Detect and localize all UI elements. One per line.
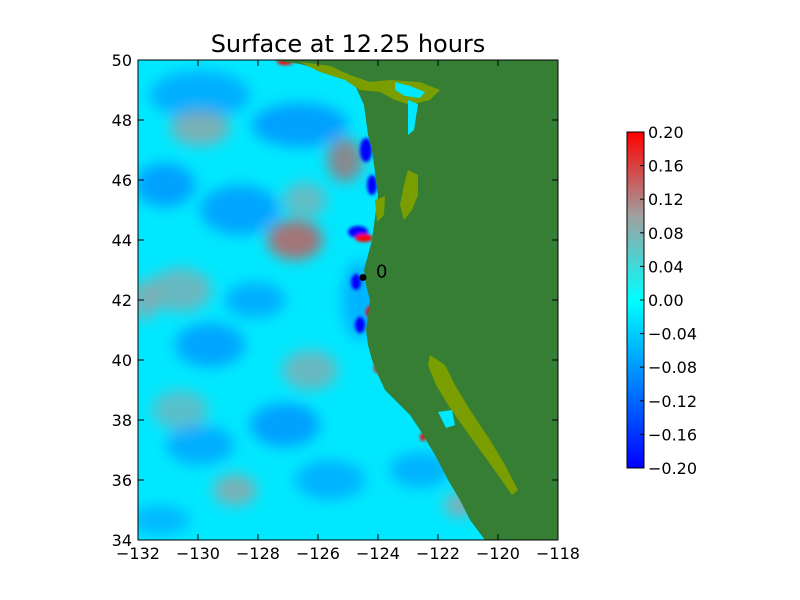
x-tick-label: −132	[116, 544, 160, 563]
y-tick-label: 44	[112, 231, 132, 250]
colorbar-tick-label: −0.20	[648, 459, 697, 478]
anomaly-patch	[295, 460, 365, 500]
coastal-lowland	[375, 196, 385, 222]
willamette-lowland	[400, 170, 418, 220]
anomaly-patch	[225, 282, 285, 318]
y-tick-label: 42	[112, 291, 132, 310]
central-valley-lowland	[428, 355, 518, 495]
puget-sound	[395, 82, 425, 98]
colorbar-tick-label: 0.12	[648, 190, 684, 209]
x-tick-label: −130	[176, 544, 220, 563]
colorbar-ticks: 0.20 0.16 0.12 0.08 0.04 0.00 −0.04 −0.08 −0.12 −…	[640, 123, 697, 478]
inland-waters	[395, 82, 455, 428]
anomaly-patch	[267, 220, 323, 260]
colorbar-tick-label: 0.00	[648, 291, 684, 310]
anomaly-patch	[148, 268, 212, 312]
y-tick-label: 36	[112, 471, 132, 490]
x-tick-label: −122	[416, 544, 460, 563]
colorbar-tick-label: 0.16	[648, 157, 684, 176]
gauge-marker: 0	[359, 262, 387, 283]
y-tick-label: 50	[112, 51, 132, 70]
x-tick-label: −120	[476, 544, 520, 563]
anomaly-patch	[150, 71, 250, 119]
anomaly-patch	[351, 274, 361, 290]
anomaly-patch	[252, 103, 348, 147]
colorbar-tick-label: −0.04	[648, 325, 697, 344]
anomaly-patch	[283, 182, 327, 218]
bay-area	[438, 410, 455, 428]
x-tick-label: −126	[296, 544, 340, 563]
coastal-anomalies	[277, 60, 496, 536]
anomaly-patch	[355, 317, 365, 333]
y-tick-label: 38	[112, 411, 132, 430]
anomaly-patch	[327, 138, 363, 182]
colorbar-tick-label: 0.08	[648, 224, 684, 243]
chart-title: Surface at 12.25 hours	[211, 30, 486, 58]
y-tick-label: 48	[112, 111, 132, 130]
colorbar-tick-label: 0.20	[648, 123, 684, 142]
anomaly-patch	[367, 175, 377, 195]
strait-channel	[408, 100, 418, 135]
anomaly-patch	[175, 323, 245, 367]
anomaly-patch	[138, 280, 159, 320]
x-tick-label: −118	[536, 544, 580, 563]
land	[270, 60, 558, 540]
y-tick-label: 34	[112, 531, 132, 550]
anomaly-patch	[200, 185, 280, 235]
colorbar-tick-label: −0.12	[648, 392, 697, 411]
gauge-dot	[359, 274, 367, 281]
x-tick-label: −128	[236, 544, 280, 563]
anomaly-patch	[250, 403, 320, 447]
x-axis-ticks: −132 −130 −128 −126 −124 −122 −120 −118	[116, 60, 580, 563]
anomaly-patch	[282, 350, 338, 390]
anomaly-patch	[213, 474, 257, 506]
gauge-label: 0	[376, 262, 387, 283]
x-tick-label: −124	[356, 544, 400, 563]
anomaly-patch	[152, 390, 208, 430]
plot-area: 0	[138, 60, 558, 540]
anomaly-patch	[170, 110, 230, 146]
anomaly-patch	[355, 234, 373, 242]
colorbar-tick-label: −0.08	[648, 358, 697, 377]
anomaly-patch	[138, 505, 190, 535]
y-tick-label: 46	[112, 171, 132, 190]
colorbar-tick-label: −0.16	[648, 425, 697, 444]
anomaly-patch	[138, 163, 195, 207]
colorbar-tick-label: 0.04	[648, 257, 684, 276]
anomaly-patch	[390, 452, 450, 488]
y-tick-label: 40	[112, 351, 132, 370]
y-axis-ticks: 34 36 38 40 42 44 46 48 50	[112, 51, 558, 550]
anomaly-patch	[360, 138, 372, 162]
anomaly-patch	[166, 425, 234, 465]
